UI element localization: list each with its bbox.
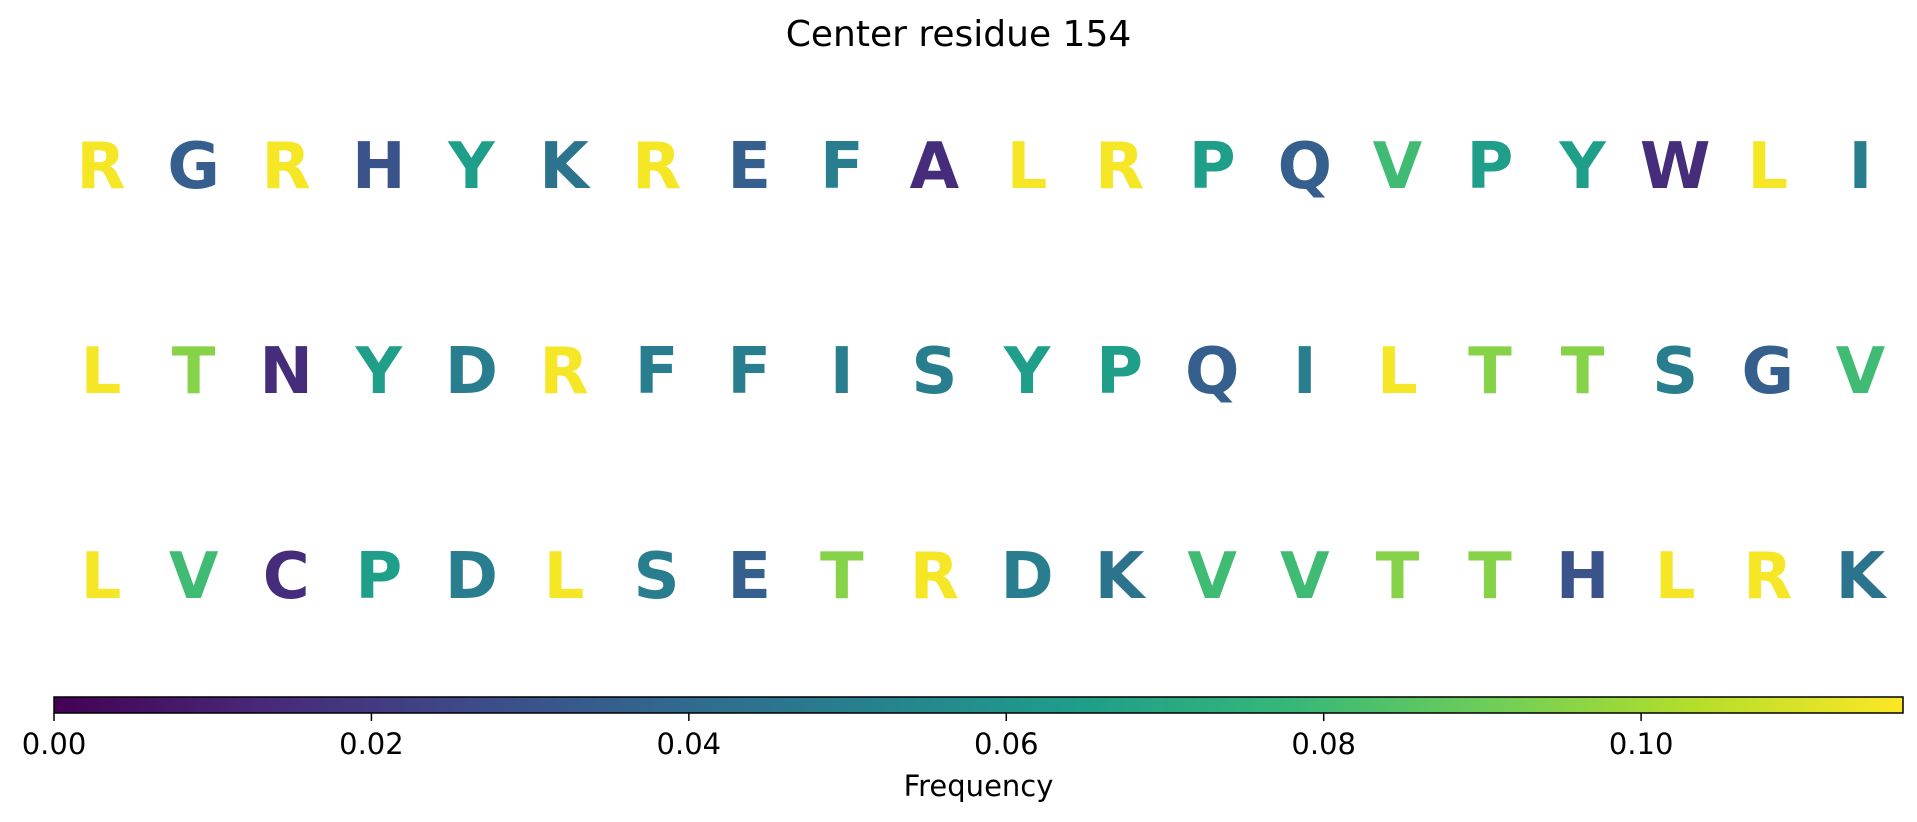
residue-letter: R (1743, 540, 1792, 614)
residue-letter: K (1095, 540, 1147, 614)
colorbar-tick-label: 0.04 (657, 727, 722, 761)
residue-letter: V (1836, 335, 1886, 409)
residue-letter: I (1848, 130, 1872, 204)
residue-letter: V (1280, 540, 1330, 614)
residue-letter: R (262, 130, 311, 204)
residue-letter: R (910, 540, 959, 614)
residue-letter: L (544, 540, 585, 614)
residue-letter: P (355, 540, 402, 614)
residue-letter: L (1655, 540, 1696, 614)
residue-letter: S (1652, 335, 1698, 409)
residue-letter: D (445, 335, 498, 409)
residue-letter: T (1468, 335, 1512, 409)
residue-letter: Y (1558, 130, 1606, 204)
residue-letter: C (263, 540, 310, 614)
residue-letter: S (634, 540, 680, 614)
residue-letter: V (1187, 540, 1237, 614)
residue-letter: G (167, 130, 220, 204)
residue-letter: N (259, 335, 313, 409)
residue-letter: H (352, 130, 406, 204)
chart-title: Center residue 154 (785, 14, 1132, 55)
residue-letter: T (820, 540, 864, 614)
residue-letter: L (81, 540, 122, 614)
residue-letter: L (1377, 335, 1418, 409)
residue-letter: R (539, 335, 588, 409)
residue-letter: F (820, 130, 864, 204)
residue-letter: Y (447, 130, 495, 204)
residue-letter: Y (1003, 335, 1051, 409)
residue-letter: Q (1185, 335, 1239, 409)
residue-letter: R (1095, 130, 1144, 204)
residue-letter: I (1293, 335, 1317, 409)
colorbar-tick-label: 0.00 (22, 727, 87, 761)
letter-grid: R G R H Y K R E F A L R P Q V P Y W L IL T N Y D R F F I S Y P Q I L T T S G V… (76, 130, 1887, 614)
residue-letter: F (727, 335, 771, 409)
residue-letter: E (727, 130, 771, 204)
residue-letter: Q (1278, 130, 1332, 204)
residue-letter: H (1556, 540, 1610, 614)
residue-letter: F (635, 335, 679, 409)
colorbar-tick-label: 0.02 (339, 727, 404, 761)
residue-letter: P (1096, 335, 1143, 409)
colorbar: 0.00 0.02 0.04 0.06 0.08 0.10 Frequency (22, 696, 1904, 803)
residue-letter: Y (355, 335, 403, 409)
residue-letter: L (81, 335, 122, 409)
residue-letter: L (1007, 130, 1048, 204)
residue-letter: T (172, 335, 216, 409)
residue-letter: T (1561, 335, 1605, 409)
residue-letter: K (1836, 540, 1888, 614)
colorbar-tick-label: 0.06 (974, 727, 1039, 761)
colorbar-tick-label: 0.10 (1609, 727, 1674, 761)
residue-letter: R (76, 130, 125, 204)
residue-letter: A (910, 130, 960, 204)
residue-letter: P (1467, 130, 1514, 204)
residue-letter: T (1376, 540, 1420, 614)
residue-letter: D (1000, 540, 1053, 614)
colorbar-label: Frequency (904, 769, 1054, 803)
colorbar-tick-label: 0.08 (1291, 727, 1356, 761)
residue-letter: V (169, 540, 219, 614)
residue-letter: P (1189, 130, 1236, 204)
residue-letter: D (445, 540, 498, 614)
residue-letter: I (830, 335, 854, 409)
residue-letter: R (632, 130, 681, 204)
residue-letter: T (1468, 540, 1512, 614)
residue-letter: V (1373, 130, 1423, 204)
residue-letter: S (911, 335, 957, 409)
residue-letter: K (539, 130, 591, 204)
residue-letter: G (1742, 335, 1795, 409)
residue-letter: W (1640, 130, 1711, 204)
residue-letter: E (727, 540, 771, 614)
colorbar-gradient (53, 696, 1904, 714)
residue-letter: L (1747, 130, 1788, 204)
